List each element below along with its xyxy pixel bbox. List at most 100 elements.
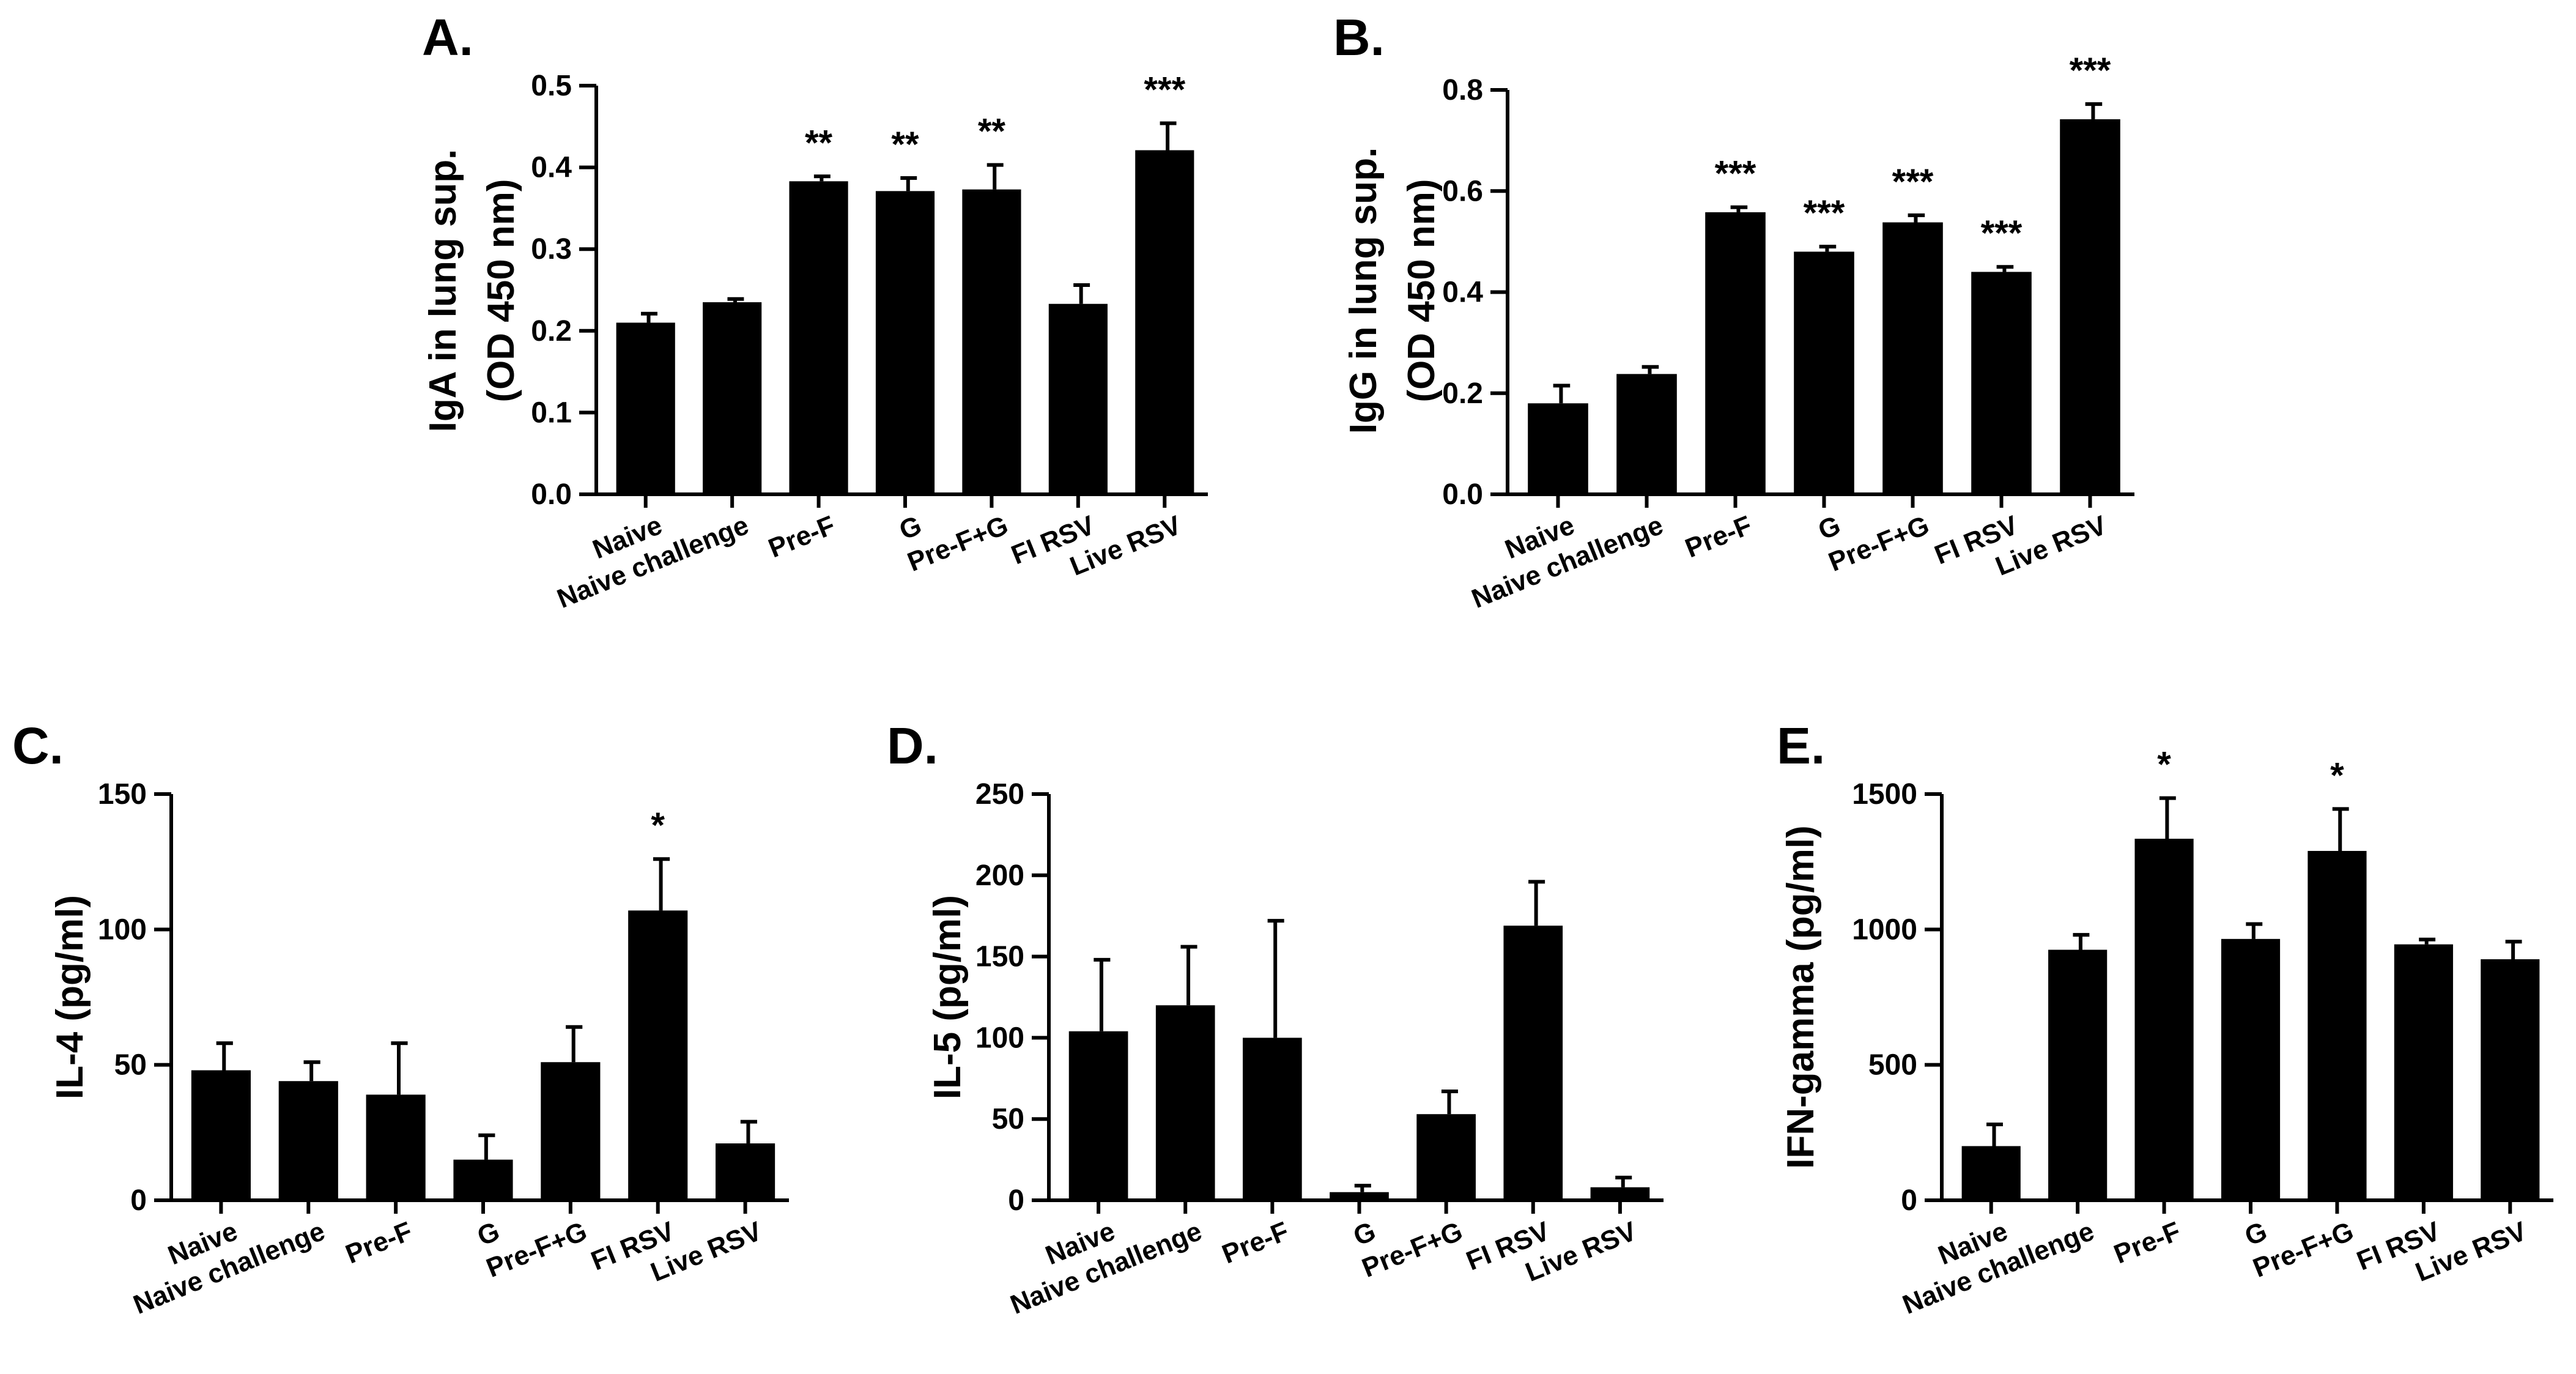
y-axis-label-units: (OD 450 nm) (480, 179, 522, 402)
significance-mark: ** (891, 125, 919, 165)
y-axis-label: IL-4 (pg/ml) (49, 895, 91, 1099)
category-label: G (1814, 510, 1845, 546)
y-tick-label: 0.8 (1442, 74, 1483, 106)
significance-mark: *** (1981, 214, 2023, 253)
bar (366, 1094, 426, 1200)
bar (1155, 1005, 1215, 1200)
y-tick-label: 250 (975, 778, 1024, 811)
y-tick-label: 0.5 (531, 70, 572, 102)
significance-mark: *** (2070, 51, 2111, 91)
bar (1416, 1114, 1476, 1200)
bar (1794, 251, 1854, 494)
bar (1590, 1187, 1650, 1200)
significance-mark: *** (1892, 162, 1934, 202)
bar (2308, 850, 2367, 1200)
significance-mark: *** (1144, 70, 1185, 110)
y-axis-label: IgG in lung sup. (1342, 147, 1385, 434)
y-axis-label: IFN-gamma (pg/ml) (1780, 825, 1822, 1168)
bar (1048, 303, 1108, 494)
bar (1528, 403, 1588, 494)
y-tick-label: 0.3 (531, 233, 572, 266)
bar (628, 910, 688, 1200)
y-axis-label: IgA in lung sup. (422, 149, 464, 433)
y-axis-label: IL-5 (pg/ml) (927, 895, 969, 1099)
category-label: Pre-F (1218, 1216, 1293, 1270)
significance-mark: ** (805, 123, 833, 163)
bar (789, 181, 848, 494)
y-tick-label: 0.4 (1442, 277, 1483, 309)
significance-mark: * (2330, 756, 2344, 795)
panel-letter: D. (887, 717, 938, 774)
bar (191, 1070, 251, 1200)
category-label: G (2241, 1216, 2271, 1252)
bar (278, 1081, 338, 1200)
category-label: Pre-F (764, 510, 840, 564)
significance-mark: * (651, 806, 665, 845)
panel-letter: C. (12, 717, 64, 774)
panel-letter: B. (1333, 9, 1385, 66)
significance-mark: *** (1715, 154, 1756, 194)
bar (1961, 1146, 2021, 1200)
y-tick-label: 0 (1901, 1184, 1917, 1217)
panel-a: A. 0.0 0.1 0.2 0.3 0.4 0.5 IgA in lung sup. (OD … (422, 9, 1208, 614)
bar (2134, 839, 2194, 1200)
panel-letter: A. (422, 9, 473, 66)
panel-letter: E. (1777, 717, 1825, 774)
bar (1616, 374, 1677, 494)
bar (1068, 1031, 1128, 1200)
bar (1882, 222, 1943, 494)
bar (1971, 272, 2032, 494)
bar (703, 302, 762, 494)
category-label: Pre-F (1681, 510, 1756, 564)
y-tick-label: 0.6 (1442, 175, 1483, 207)
y-tick-label: 0.0 (1442, 478, 1483, 511)
bar (875, 191, 935, 494)
category-label: Pre-F+G (2249, 1216, 2358, 1283)
bar (1705, 212, 1766, 494)
y-tick-label: 100 (975, 1022, 1024, 1054)
bar (2394, 944, 2453, 1200)
bar (453, 1159, 513, 1200)
bar (1330, 1192, 1389, 1200)
y-tick-label: 50 (992, 1103, 1024, 1135)
bar (1135, 150, 1194, 494)
y-tick-label: 150 (975, 941, 1024, 973)
category-label: Pre-F+G (482, 1216, 591, 1283)
y-tick-label: 0 (1008, 1184, 1024, 1217)
bar (616, 322, 675, 494)
y-tick-label: 0 (130, 1184, 147, 1217)
bar (716, 1143, 775, 1200)
bar (1503, 926, 1563, 1200)
category-label: Pre-F+G (1358, 1216, 1467, 1283)
category-label: Pre-F (341, 1216, 416, 1270)
y-tick-label: 1000 (1852, 913, 1917, 946)
y-tick-label: 150 (98, 778, 147, 811)
y-tick-label: 0.2 (531, 315, 572, 347)
category-label: Pre-F+G (903, 510, 1012, 577)
y-tick-label: 50 (114, 1049, 147, 1082)
y-tick-label: 0.2 (1442, 377, 1483, 410)
significance-mark: * (2157, 745, 2171, 785)
bar (2221, 938, 2281, 1200)
y-tick-label: 200 (975, 860, 1024, 892)
bar (2060, 119, 2120, 495)
category-label: Pre-F (2110, 1216, 2185, 1270)
significance-mark: *** (1804, 193, 1845, 233)
y-tick-label: 100 (98, 913, 147, 946)
category-label: G (473, 1216, 504, 1252)
bar (2481, 959, 2540, 1200)
panel-b: B. 0.0 0.2 0.4 0.6 0.8 IgG in lung sup. (OD 450… (1333, 9, 2134, 614)
bar (2048, 949, 2108, 1200)
bar (962, 189, 1021, 494)
bar (541, 1062, 601, 1200)
y-tick-label: 0.0 (531, 478, 572, 511)
y-tick-label: 0.1 (531, 396, 572, 429)
y-tick-label: 0.4 (531, 152, 572, 184)
category-label: Pre-F+G (1824, 510, 1933, 577)
category-label: G (1349, 1216, 1380, 1252)
significance-mark: ** (978, 112, 1006, 152)
